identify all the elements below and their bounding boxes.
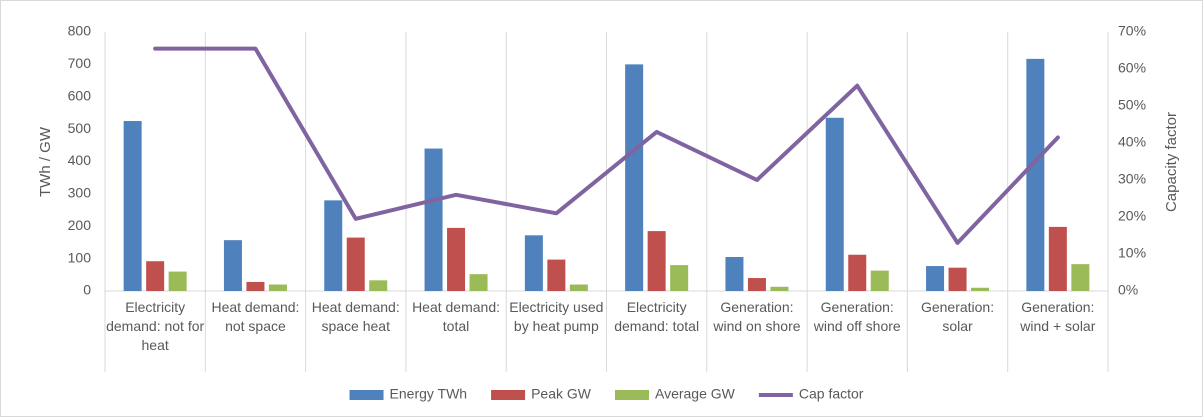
bar [825,117,844,291]
bar [447,227,466,291]
bar [725,257,744,291]
y2-tick-label: 60% [1118,60,1146,76]
y-tick-label: 700 [68,55,92,71]
legend-label: Average GW [655,386,736,402]
legend-swatch [614,390,649,400]
x-tick-label-box: Generation: wind on shore [713,299,801,334]
bar [870,270,889,291]
bar [670,265,689,291]
legend-item: Energy TWh [349,386,468,402]
bar [146,261,165,291]
y2-tick-label: 50% [1118,97,1146,113]
y2-axis-title: Capacity factor [1163,112,1180,212]
bar [926,266,945,291]
legend-item: Cap factor [758,386,864,402]
bar [346,237,365,291]
legend-swatch [349,390,384,400]
y-tick-label: 800 [68,23,92,39]
y-tick-label: 100 [68,249,92,265]
legend-label: Cap factor [799,386,864,402]
bar [246,281,265,291]
x-tick-label-box: Generation: wind off shore [813,299,901,334]
y-axis-title: TWh / GW [37,126,54,197]
legend-item: Average GW [614,386,736,402]
bar [569,284,588,291]
x-tick-label-box: Generation: solar [920,299,995,334]
x-tick-label-box: Heat demand: not space [211,299,300,334]
x-tick-label-box: Heat demand: total [412,299,501,334]
bar [547,259,566,291]
x-tick-label: Generation: wind off shore [813,299,901,334]
bar [971,287,990,291]
bar [324,200,343,291]
x-tick-label-box: Generation: wind + solar [1020,299,1096,334]
x-tick-label: Generation: wind + solar [1020,299,1096,334]
x-tick-label: Electricity demand: total [614,299,700,334]
bar [647,231,666,291]
x-tick-label: Electricity demand: not for heat [106,299,205,353]
y-tick-label: 0 [83,282,91,298]
y2-tick-label: 10% [1118,245,1146,261]
y-tick-label: 300 [68,185,92,201]
x-tick-label: Electricity used by heat pump [509,299,604,334]
x-tick-label-box: Electricity demand: total [614,299,700,334]
x-tick-label: Generation: wind on shore [713,299,801,334]
y2-tick-label: 40% [1118,134,1146,150]
x-tick-label: Heat demand: space heat [311,299,400,334]
bar [848,254,867,291]
legend-label: Energy TWh [390,386,468,402]
line [153,46,1060,245]
y2-tick-label: 20% [1118,208,1146,224]
y2-tick-label: 70% [1118,23,1146,39]
bar [168,271,187,291]
x-tick-label-box: Electricity used by heat pump [509,299,604,334]
bar [747,278,766,291]
legend-item: Peak GW [491,386,592,402]
y2-tick-label: 0% [1118,282,1138,298]
x-tick-label: Generation: solar [920,299,995,334]
bar [1026,58,1045,292]
bar [524,235,543,291]
bar [424,148,443,291]
bar [1071,264,1090,291]
y-tick-label: 600 [68,87,92,103]
bar [123,121,142,291]
y-tick-label: 400 [68,152,92,168]
x-tick-label-box: Heat demand: space heat [311,299,400,334]
legend-label: Peak GW [531,386,592,402]
y2-tick-label: 30% [1118,171,1146,187]
bar [948,267,967,291]
bar [369,280,388,291]
y-tick-label: 200 [68,217,92,233]
bar [625,64,644,291]
x-tick-label: Heat demand: not space [211,299,300,334]
x-tick-label-box: Electricity demand: not for heat [106,299,205,353]
bar [469,274,488,291]
y-tick-label: 500 [68,120,92,136]
bar [223,240,242,291]
bar [1048,226,1067,291]
legend-swatch [491,390,526,400]
bar [268,284,287,291]
bar [770,286,789,291]
x-tick-label: Heat demand: total [412,299,501,334]
